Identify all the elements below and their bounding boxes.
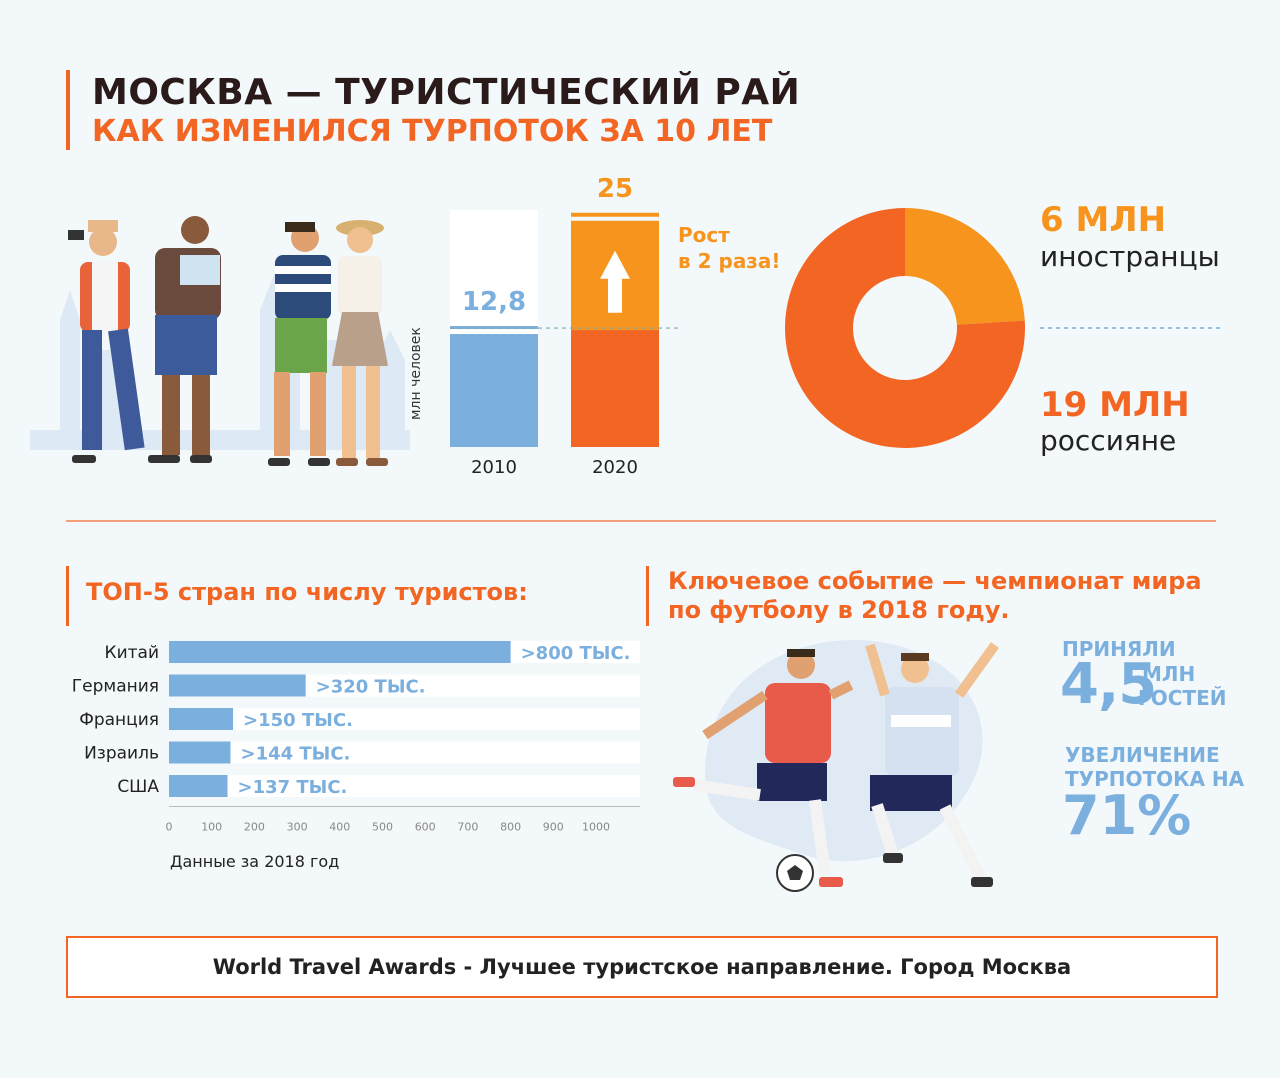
category-label-Израиль: Израиль [84, 744, 159, 764]
row-bg-3 [169, 741, 640, 764]
event-accent-bar [646, 566, 649, 626]
x-tick-0: 0 [166, 821, 173, 834]
footer-text: World Travel Awards - Лучшее туристское … [212, 955, 1072, 979]
category-label-Германия: Германия [72, 677, 159, 697]
x-tick-300: 300 [287, 821, 308, 834]
football-player-blue-figure [865, 642, 1000, 887]
increase-label: УВЕЛИЧЕНИЕ ТУРПОТОКА НА [1065, 743, 1244, 791]
value-label-Китай: >800 ТЫС. [521, 643, 631, 664]
category-label-Китай: Китай [105, 643, 160, 663]
x-tick-800: 800 [500, 821, 521, 834]
value-label-2020: 25 [597, 174, 633, 204]
tourist-with-camera-figure [68, 220, 172, 463]
tourists-illustration [30, 216, 410, 466]
russian-label: россияне [1040, 424, 1177, 457]
event-title-line2: по футболу в 2018 году. [668, 596, 1010, 624]
russian-value: 19 МЛН [1040, 385, 1190, 425]
increase-label-line1: УВЕЛИЧЕНИЕ [1065, 743, 1220, 767]
bar-2020-cap [571, 212, 659, 217]
x-tick-700: 700 [457, 821, 478, 834]
x-tick-400: 400 [329, 821, 350, 834]
growth-arrow-icon [600, 250, 630, 313]
x-tick-500: 500 [372, 821, 393, 834]
donut-slice-1 [785, 208, 1025, 448]
x-tick-600: 600 [415, 821, 436, 834]
x-tick-1000: 1000 [582, 821, 610, 834]
bar-2010 [450, 334, 538, 447]
accepted-label: ПРИНЯЛИ [1062, 637, 1176, 661]
tourist-with-map-figure [155, 216, 221, 463]
category-label-США: США [117, 777, 159, 797]
event-title-line1: Ключевое событие — чемпионат мира [668, 567, 1202, 595]
x-tick-100: 100 [201, 821, 222, 834]
row-bg-4 [169, 775, 640, 797]
football-ball-icon [776, 854, 814, 892]
growth-callout-line2: в 2 раза! [678, 249, 781, 273]
foreign-value: 6 МЛН [1040, 200, 1167, 240]
tourist-with-drink-figure [332, 220, 388, 466]
accepted-value: 4,5 [1060, 652, 1157, 717]
event-title: Ключевое событие — чемпионат мира по фут… [668, 567, 1202, 625]
x-tick-900: 900 [543, 821, 564, 834]
value-label-Франция: >150 ТЫС. [243, 710, 353, 731]
top5-accent-bar [66, 566, 69, 626]
accepted-unit-line2: ГОСТЕЙ [1138, 686, 1227, 710]
value-label-США: >137 ТЫС. [237, 777, 347, 798]
bar-Франция [169, 708, 234, 730]
increase-value: 71% [1062, 784, 1192, 847]
foreign-label: иностранцы [1040, 240, 1220, 273]
top5-note: Данные за 2018 год [170, 852, 340, 871]
footer-banner: World Travel Awards - Лучшее туристское … [66, 936, 1218, 998]
value-label-2010: 12,8 [462, 287, 526, 317]
growth-bar-chart: 12,8 25 2010 2020 [450, 174, 682, 478]
bar-Израиль [169, 741, 231, 764]
football-player-red-figure [673, 649, 854, 887]
category-label-Франция: Франция [79, 710, 159, 730]
section-divider [66, 520, 1216, 522]
tourist-with-phone-figure [268, 222, 331, 466]
page-subtitle: КАК ИЗМЕНИЛСЯ ТУРПОТОК ЗА 10 ЛЕТ [92, 114, 773, 149]
bar-2020-base [571, 330, 659, 447]
growth-callout-line1: Рост [678, 223, 730, 247]
value-label-Израиль: >144 ТЫС. [240, 744, 350, 765]
row-bg-2 [169, 708, 640, 730]
bar-Германия [169, 674, 306, 697]
category-label-2010: 2010 [471, 457, 517, 478]
donut-divider [1040, 327, 1220, 329]
increase-label-line2: ТУРПОТОКА НА [1065, 767, 1245, 791]
bar-США [169, 775, 228, 797]
growth-callout: Рост в 2 раза! [678, 222, 781, 274]
category-label-2020: 2020 [592, 457, 638, 478]
value-label-Германия: >320 ТЫС. [316, 677, 426, 698]
donut-slice-0 [905, 208, 1025, 325]
page-title: МОСКВА — ТУРИСТИЧЕСКИЙ РАЙ [92, 72, 801, 113]
x-tick-200: 200 [244, 821, 265, 834]
growth-ylabel: млн человек [408, 327, 424, 420]
top5-bar-chart: Китай >800 ТЫС. Германия >320 ТЫС. Франция >1… [72, 641, 640, 834]
tourists-donut-chart [785, 208, 1025, 448]
bar-Китай [169, 641, 511, 663]
accepted-unit: МЛН ГОСТЕЙ [1138, 662, 1226, 710]
football-players-illustration [673, 640, 1000, 892]
top5-title: ТОП-5 стран по числу туристов: [86, 578, 528, 606]
accepted-unit-line1: МЛН [1142, 662, 1196, 686]
title-accent-bar [66, 70, 70, 150]
